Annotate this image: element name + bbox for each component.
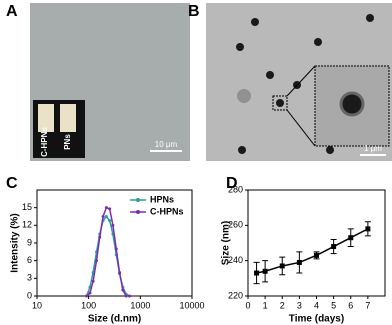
marker [262,268,268,274]
marker [104,215,108,218]
x-tick-label: 7 [365,300,370,310]
scale-bar-label: 10 μm [155,140,178,149]
x-axis-label: Time (days) [289,314,344,325]
y-tick-label: 3 [27,273,32,283]
marker [108,219,112,223]
legend-label: HPNs [150,194,174,204]
y-tick-label: 260 [228,220,243,230]
y-axis-label: Size (nm) [221,221,232,265]
marker [121,288,125,292]
marker [331,244,337,250]
zoom-line [286,65,316,97]
marker [314,252,319,258]
tube-label: PNs [63,134,72,150]
scale-bar-label: 1 μm [364,144,382,153]
y-tick-label: 12 [22,220,32,230]
tube [38,104,54,132]
y-tick-label: 0 [27,290,32,300]
marker [98,235,102,239]
marker [127,294,131,298]
marker [101,215,105,218]
legend-marker [136,198,140,202]
x-tick-label: 1000 [130,300,150,310]
y-tick-label: 240 [228,255,243,265]
marker [91,279,95,283]
x-tick-label: 100 [81,300,96,310]
x-axis-label: Size (d.nm) [88,314,141,325]
marker [104,206,108,210]
legend-marker [136,210,140,214]
marker [348,235,354,241]
panel-label: C [6,175,18,192]
x-tick-label: 4 [314,300,319,310]
marker [88,291,92,295]
marker [95,259,99,263]
x-tick-label: 2 [280,300,285,310]
marker [296,259,302,265]
y-tick-label: 6 [27,255,32,265]
marker [124,294,128,298]
legend-label: C-HPNs [150,206,184,216]
zoom-line [286,109,316,147]
marker [108,207,112,211]
panel-label: A [6,3,18,20]
marker [365,226,371,232]
zoom-particle [339,91,365,117]
blur [237,89,251,103]
x-tick-label: 3 [297,300,302,310]
marker [254,270,260,276]
marker [111,223,115,227]
zoom-box [272,95,288,111]
y-axis-label: Intensity (%) [10,213,21,272]
x-tick-label: 6 [348,300,353,310]
panel-label: B [188,3,200,20]
x-tick-label: 10 [32,300,42,310]
x-tick-label: 5 [331,300,336,310]
x-tick-label: 1 [263,300,268,310]
plot-frame [247,189,386,297]
marker [118,270,122,274]
x-tick-label: 0 [245,300,250,310]
y-tick-label: 15 [22,202,32,212]
tube [60,104,76,132]
y-tick-label: 220 [228,290,243,300]
y-tick-label: 9 [27,237,32,247]
y-tick-label: 280 [228,184,243,194]
marker [85,294,89,298]
series-line [256,228,369,274]
series-line [86,206,130,297]
marker [279,263,285,269]
x-tick-label: 10000 [179,300,204,310]
marker [114,247,118,251]
tube-label: C-HPNs [40,127,49,157]
panel-label: D [226,175,238,192]
